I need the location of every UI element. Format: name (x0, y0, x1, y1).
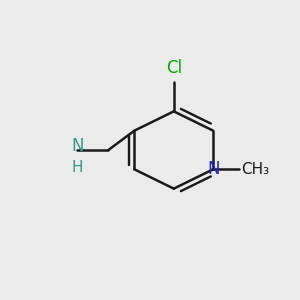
Text: H: H (71, 160, 83, 175)
Text: CH₃: CH₃ (241, 162, 269, 177)
Text: Cl: Cl (166, 59, 182, 77)
Text: N: N (71, 136, 83, 154)
Text: N: N (207, 160, 219, 178)
